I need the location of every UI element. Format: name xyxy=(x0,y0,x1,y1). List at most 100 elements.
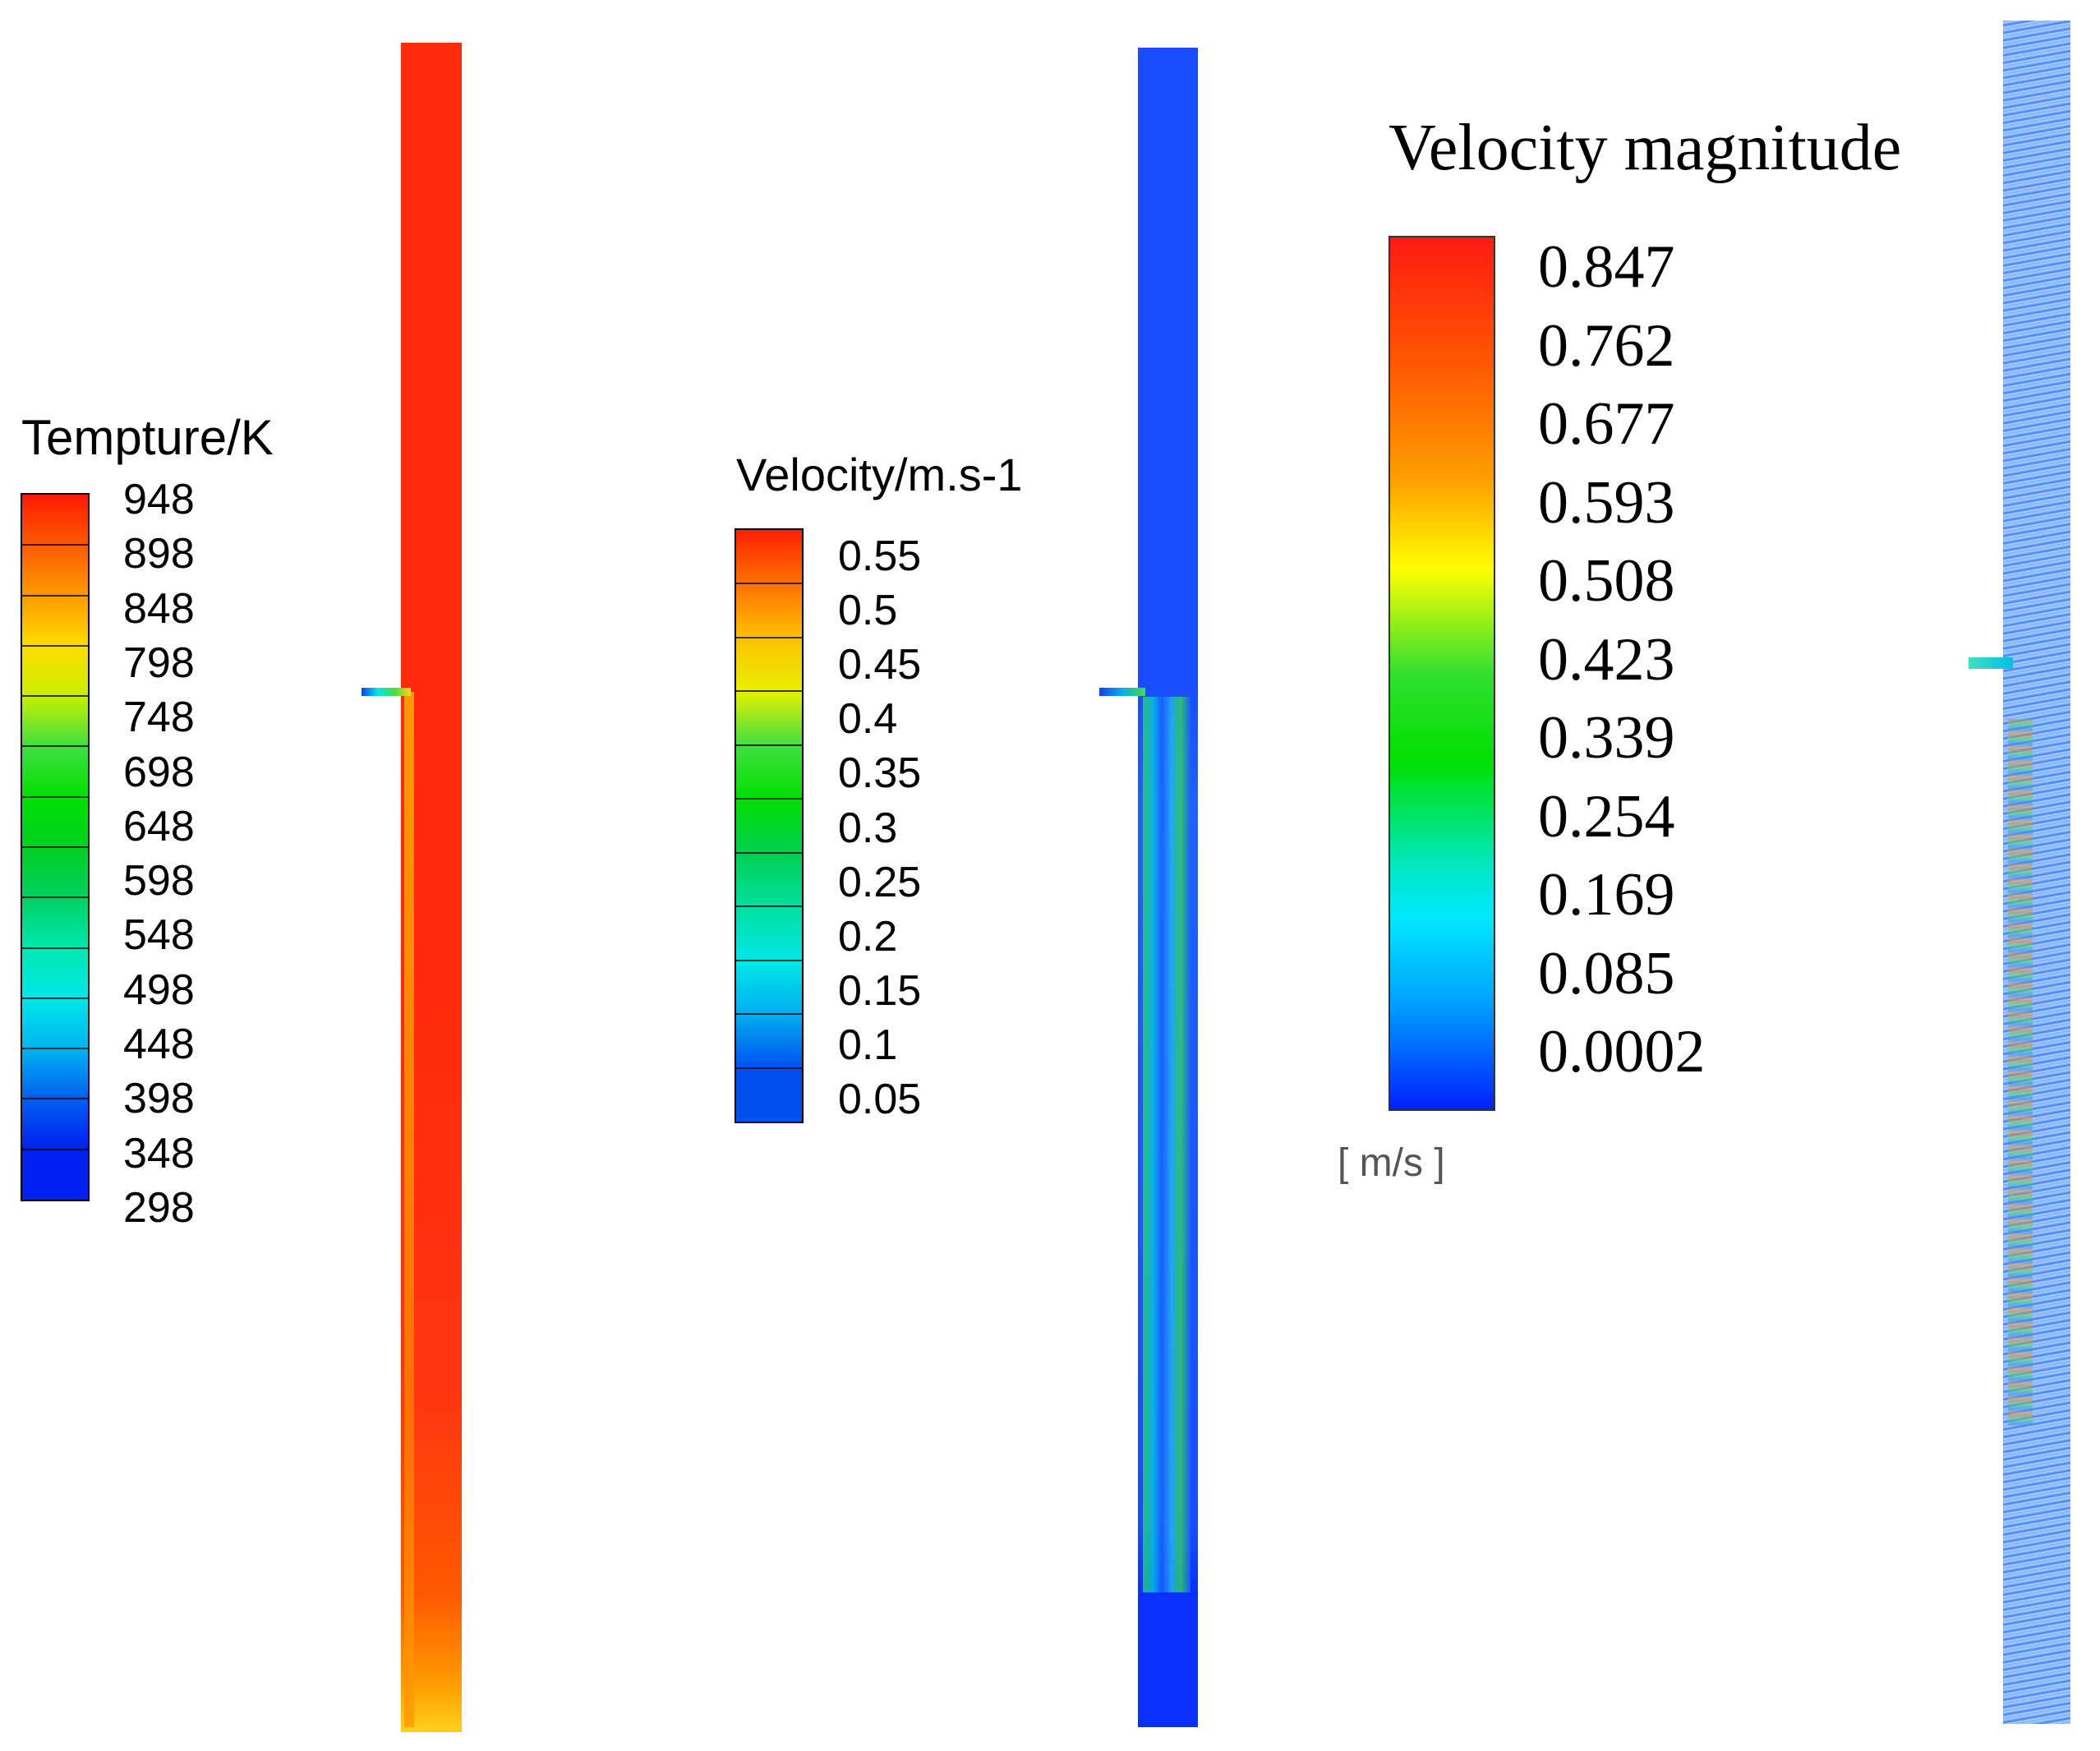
velocity-magnitude-tick-label: 0.593 xyxy=(1538,468,1675,537)
velocity-magnitude-tick-label: 0.847 xyxy=(1538,233,1675,301)
temperature-tick-label: 548 xyxy=(123,911,195,960)
velocity-magnitude-tick-label: 0.423 xyxy=(1538,625,1675,693)
velocity-magnitude-tick-label: 0.762 xyxy=(1538,311,1675,380)
temperature-tick-label: 698 xyxy=(123,748,195,796)
temperature-colorbar-segment xyxy=(22,645,88,697)
velocity-colorbar-segment xyxy=(736,691,802,745)
colorbar-divider xyxy=(736,905,802,908)
colorbar-divider xyxy=(22,594,88,597)
velocity-tick-label: 0.5 xyxy=(838,587,898,635)
velocity-colorbar xyxy=(735,528,804,1123)
velocity-colorbar-segment xyxy=(736,852,802,907)
colorbar-divider xyxy=(736,690,802,693)
temperature-tick-label: 448 xyxy=(123,1021,195,1068)
temperature-contour-riser xyxy=(401,43,462,1732)
colorbar-divider xyxy=(22,745,88,748)
velocity-vector-riser xyxy=(2003,21,2070,1724)
temperature-tick-label: 598 xyxy=(123,857,195,905)
velocity-magnitude-colorbar xyxy=(1388,236,1495,1111)
velocity-magnitude-tick-label: 0.0002 xyxy=(1538,1018,1706,1085)
colorbar-divider xyxy=(22,795,88,798)
velocity-magnitude-tick-label: 0.254 xyxy=(1538,782,1675,850)
colorbar-divider xyxy=(22,644,88,647)
temperature-colorbar-segment xyxy=(22,1149,88,1200)
velocity-tick-label: 0.55 xyxy=(838,532,922,580)
velocity-colorbar-segment xyxy=(736,1067,802,1122)
temperature-tick-label: 898 xyxy=(123,530,195,578)
temperature-colorbar-segment xyxy=(22,696,88,747)
temperature-tick-label: 298 xyxy=(123,1183,195,1232)
velocity-tick-label: 0.4 xyxy=(838,695,898,744)
temperature-colorbar-segment xyxy=(22,545,88,596)
velocity-tick-label: 0.1 xyxy=(838,1021,898,1069)
velocity-colorbar-segment xyxy=(736,960,802,1015)
colorbar-divider xyxy=(22,896,88,899)
colorbar-divider xyxy=(22,1048,88,1050)
temperature-colorbar-segment xyxy=(22,847,88,898)
velocity-vector-plume xyxy=(2008,719,2033,1426)
velocity-tick-label: 0.45 xyxy=(838,641,922,689)
colorbar-divider xyxy=(22,544,88,546)
velocity-magnitude-unit: [ m/s ] xyxy=(1338,1141,1445,1185)
temperature-colorbar-segment xyxy=(22,746,88,797)
velocity-magnitude-tick-label: 0.169 xyxy=(1538,861,1675,928)
temperature-colorbar-segment xyxy=(22,796,88,847)
velocity-tick-label: 0.3 xyxy=(838,804,898,852)
temperature-colorbar-segment xyxy=(22,495,88,546)
velocity-colorbar-segment xyxy=(736,1014,802,1068)
velocity-magnitude-tick-label: 0.677 xyxy=(1538,390,1675,458)
temperature-colorbar-segment xyxy=(22,897,88,948)
colorbar-divider xyxy=(736,583,802,585)
velocity-legend-title: Velocity/m.s-1 xyxy=(736,449,1023,500)
velocity-colorbar-segment xyxy=(736,530,802,584)
velocity-vector-inlet xyxy=(1969,657,2013,669)
colorbar-divider xyxy=(736,1067,802,1069)
colorbar-divider xyxy=(736,798,802,800)
temperature-legend-title: Tempture/K xyxy=(21,410,274,465)
temperature-tick-label: 848 xyxy=(123,584,195,633)
temperature-colorbar-segment xyxy=(22,947,88,998)
temperature-tick-label: 748 xyxy=(123,693,195,742)
velocity-contour-riser xyxy=(1138,48,1198,1727)
temperature-tick-label: 948 xyxy=(123,476,195,523)
colorbar-divider xyxy=(22,846,88,848)
colorbar-divider xyxy=(22,1098,88,1100)
temperature-contour-inlet xyxy=(362,688,411,696)
colorbar-divider xyxy=(22,695,88,698)
temperature-tick-label: 398 xyxy=(123,1075,195,1123)
velocity-tick-label: 0.35 xyxy=(838,749,922,798)
velocity-magnitude-tick-label: 0.339 xyxy=(1538,704,1675,772)
colorbar-divider xyxy=(22,1148,88,1150)
colorbar-divider xyxy=(736,959,802,961)
temperature-contour-jet xyxy=(404,692,414,1727)
velocity-colorbar-segment xyxy=(736,906,802,961)
velocity-magnitude-legend-title: Velocity magnitude xyxy=(1388,112,1902,184)
temperature-colorbar-segment xyxy=(22,998,88,1049)
temperature-colorbar-segment xyxy=(22,1099,88,1150)
temperature-colorbar xyxy=(21,493,90,1201)
temperature-tick-label: 498 xyxy=(123,965,195,1014)
velocity-colorbar-segment xyxy=(736,637,802,692)
velocity-tick-label: 0.15 xyxy=(838,966,922,1015)
temperature-colorbar-segment xyxy=(22,1048,88,1099)
colorbar-divider xyxy=(22,997,88,999)
temperature-tick-label: 798 xyxy=(123,638,195,687)
velocity-magnitude-tick-label: 0.508 xyxy=(1538,547,1675,615)
temperature-colorbar-segment xyxy=(22,595,88,646)
temperature-tick-label: 648 xyxy=(123,802,195,850)
velocity-tick-label: 0.25 xyxy=(838,858,922,906)
velocity-colorbar-segment xyxy=(736,583,802,638)
velocity-tick-label: 0.05 xyxy=(838,1076,922,1123)
colorbar-divider xyxy=(736,744,802,746)
velocity-contour-plume xyxy=(1143,697,1190,1592)
colorbar-divider xyxy=(736,636,802,638)
velocity-colorbar-segment xyxy=(736,744,802,799)
temperature-tick-label: 348 xyxy=(123,1129,195,1177)
colorbar-divider xyxy=(22,947,88,949)
velocity-magnitude-tick-label: 0.085 xyxy=(1538,939,1675,1007)
velocity-tick-label: 0.2 xyxy=(838,912,898,961)
velocity-colorbar-segment xyxy=(736,799,802,853)
colorbar-divider xyxy=(736,851,802,854)
colorbar-divider xyxy=(736,1013,802,1016)
